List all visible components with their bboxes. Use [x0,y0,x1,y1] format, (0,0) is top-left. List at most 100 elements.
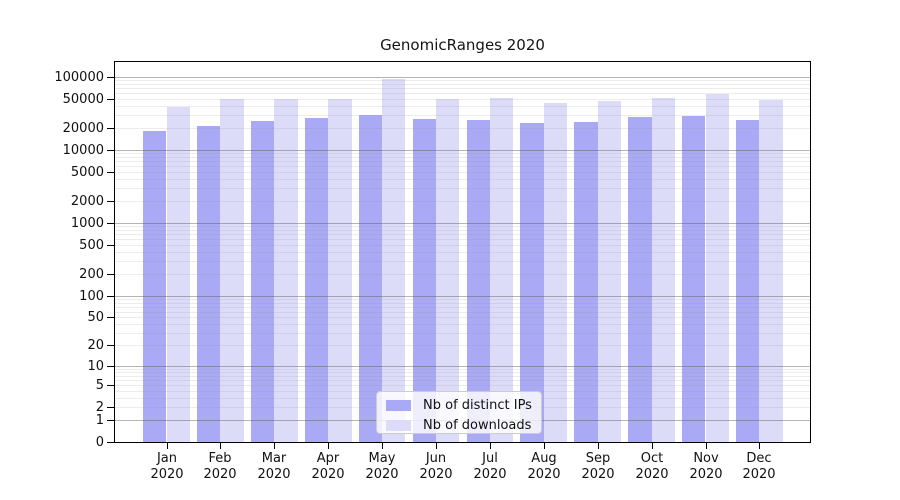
x-tick-label-oct: Oct 2020 [635,451,668,483]
bar-nb-of-distinct-ips-dec-2020 [736,119,760,442]
x-tick-label-jan: Jan 2020 [150,451,183,483]
legend-item-1: Nb of downloads [386,417,541,434]
y-tick-label-50: 50 [87,310,104,325]
gridline-minor-7000 [115,161,810,162]
x-tick-label-feb: Feb 2020 [203,451,236,483]
bar-nb-of-downloads-nov-2020 [705,94,729,442]
y-tick-mark-0 [107,442,114,443]
legend-swatch-1 [386,420,411,431]
bar-nb-of-downloads-jun-2020 [436,99,460,442]
gridline-minor-300 [115,260,810,262]
gridline-minor-5000 [115,171,810,173]
y-tick-mark-100 [107,296,114,297]
x-tick-mark-jul [490,443,491,449]
y-tick-label-10: 10 [87,359,104,374]
y-tick-label-1: 1 [95,413,104,428]
x-tick-mark-mar [274,443,275,449]
gridline-minor-50 [115,317,810,319]
x-tick-mark-sep [598,443,599,449]
bar-nb-of-downloads-may-2020 [382,79,406,442]
gridline-minor-9 [115,368,810,370]
x-tick-mark-dec [759,443,760,449]
y-tick-mark-20000 [107,128,114,129]
plot-area [114,61,811,443]
x-tick-label-aug: Aug 2020 [527,451,560,483]
gridline-minor-8 [115,372,810,374]
x-tick-mark-nov [706,443,707,449]
gridline-minor-90000 [115,79,810,81]
y-tick-mark-100000 [107,77,114,78]
x-tick-mark-aug [544,443,545,449]
gridline-major-100000 [115,76,810,78]
x-tick-year: 2020 [689,467,723,482]
x-tick-mark-apr [328,443,329,449]
x-tick-year: 2020 [203,467,237,482]
x-tick-mark-jan [167,443,168,449]
x-tick-month: May [368,451,396,466]
gridline-major-10000 [115,149,810,151]
x-tick-month: Dec [746,451,772,466]
gridline-minor-70 [115,306,810,308]
bar-nb-of-downloads-apr-2020 [328,98,352,442]
bar-nb-of-distinct-ips-may-2020 [358,114,383,442]
gridline-minor-80000 [115,83,810,85]
gridline-minor-70000 [115,87,810,89]
bar-nb-of-downloads-dec-2020 [759,99,783,442]
y-tick-mark-10 [107,366,114,367]
y-tick-label-20: 20 [87,338,104,353]
x-tick-month: Jun [425,451,447,466]
y-tick-mark-50000 [107,99,114,100]
y-tick-mark-10000 [107,150,114,151]
gridline-minor-80 [115,302,810,304]
x-tick-year: 2020 [635,467,669,482]
x-tick-month: Sep [585,451,611,466]
gridline-minor-60000 [115,92,810,94]
gridline-minor-7 [115,376,810,377]
y-tick-mark-2000 [107,201,114,202]
bar-nb-of-downloads-sep-2020 [597,100,622,442]
bar-nb-of-downloads-jan-2020 [166,106,190,442]
x-tick-month: Jul [482,451,498,466]
chart-title: GenomicRanges 2020 [380,36,545,54]
x-tick-label-may: May 2020 [365,451,398,483]
gridline-minor-20 [115,345,810,347]
y-tick-mark-2 [107,407,114,408]
gridline-major-10 [115,365,810,367]
legend-label-1: Nb of downloads [423,418,532,433]
y-tick-label-5: 5 [95,378,104,393]
x-tick-month: Aug [531,451,557,466]
gridline-minor-3000 [115,187,810,189]
y-tick-mark-200 [107,274,114,275]
bar-nb-of-distinct-ips-jun-2020 [412,119,436,442]
x-tick-year: 2020 [150,467,184,482]
y-tick-mark-5 [107,385,114,386]
gridline-minor-6000 [115,165,810,167]
x-tick-month: Apr [316,451,340,466]
x-tick-label-apr: Apr 2020 [311,451,344,483]
x-tick-month: Oct [640,451,664,466]
gridline-minor-40 [115,324,810,326]
gridline-minor-6 [115,380,810,382]
x-tick-year: 2020 [365,467,399,482]
x-tick-label-sep: Sep 2020 [581,451,614,483]
gridline-minor-4000 [115,178,810,180]
gridline-minor-800 [115,229,810,231]
bar-nb-of-downloads-oct-2020 [651,97,675,442]
gridline-minor-60 [115,311,810,313]
gridline-minor-8000 [115,156,810,158]
y-tick-label-10000: 10000 [62,143,104,158]
x-tick-mark-oct [652,443,653,449]
legend-swatch-0 [386,400,411,411]
y-tick-label-2000: 2000 [70,194,104,209]
bar-nb-of-downloads-aug-2020 [543,103,568,442]
x-tick-year: 2020 [311,467,345,482]
bar-nb-of-downloads-mar-2020 [274,98,298,442]
y-tick-label-0: 0 [95,435,104,450]
legend-rows: Nb of distinct IPs Nb of downloads [386,397,541,434]
gridline-minor-30000 [115,114,810,116]
gridline-minor-700 [115,234,810,236]
x-tick-mark-jun [436,443,437,449]
x-tick-year: 2020 [581,467,615,482]
bar-nb-of-distinct-ips-feb-2020 [197,126,221,442]
y-tick-label-5000: 5000 [70,165,104,180]
